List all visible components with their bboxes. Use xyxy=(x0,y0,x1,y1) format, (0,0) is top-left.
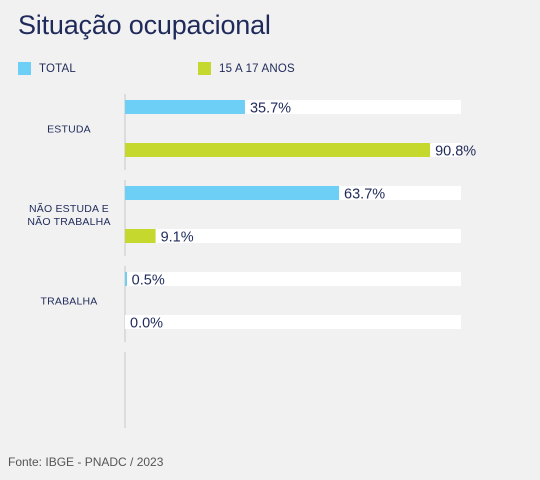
chart-title: Situação ocupacional xyxy=(18,10,271,40)
legend-label-total: TOTAL xyxy=(39,62,76,75)
bar-track xyxy=(125,229,461,243)
category-label: TRABALHA xyxy=(40,296,97,308)
source-note: Fonte: IBGE - PNADC / 2023 xyxy=(8,455,164,469)
data-label: 0.0% xyxy=(130,316,163,332)
data-label: 0.5% xyxy=(132,273,165,289)
legend-swatch-15-17 xyxy=(198,62,211,75)
data-label: 63.7% xyxy=(344,187,385,203)
bar xyxy=(125,100,245,114)
legend-swatch-total xyxy=(18,62,31,75)
bar-track xyxy=(125,315,461,329)
data-label: 90.8% xyxy=(435,144,476,160)
legend: TOTAL 15 A 17 ANOS xyxy=(18,62,518,80)
bar xyxy=(125,272,127,286)
category-label: NÃO ESTUDA E xyxy=(29,202,109,215)
legend-label-15-17: 15 A 17 ANOS xyxy=(219,62,295,75)
bar xyxy=(125,143,431,157)
category-label: ESTUDA xyxy=(47,124,91,136)
bar xyxy=(125,186,340,200)
category-label: NÃO TRABALHA xyxy=(27,215,110,228)
bar-track xyxy=(125,272,461,286)
data-label: 9.1% xyxy=(161,230,194,246)
legend-item-15-17[interactable]: 15 A 17 ANOS xyxy=(198,62,295,75)
legend-item-total[interactable]: TOTAL xyxy=(18,62,76,75)
data-label: 35.7% xyxy=(250,101,291,117)
bar xyxy=(125,229,156,243)
